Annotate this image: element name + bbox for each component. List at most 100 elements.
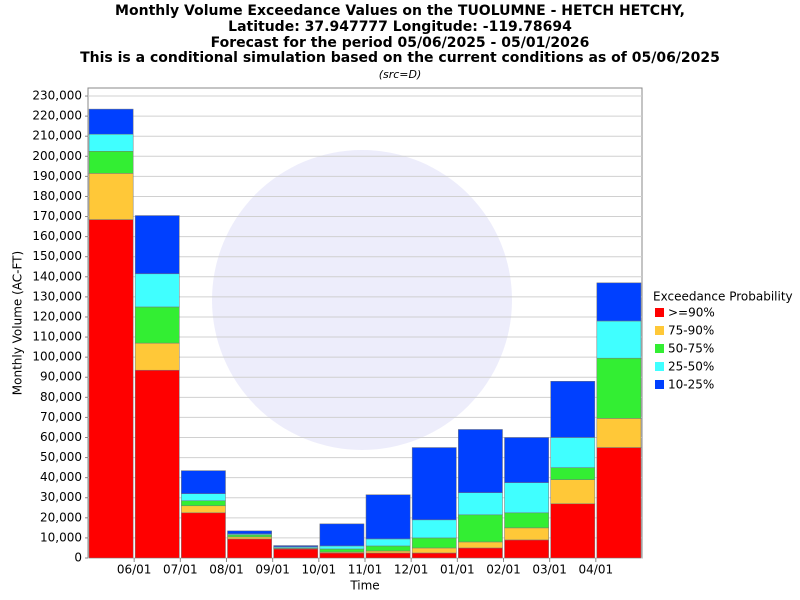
bar-segment xyxy=(504,512,549,529)
y-tick-label: 70,000 xyxy=(40,410,82,424)
bar-segment xyxy=(273,548,319,559)
bar-segment xyxy=(227,536,272,540)
y-tick-label: 180,000 xyxy=(32,189,82,203)
bar-segment xyxy=(411,447,457,521)
legend-swatch xyxy=(655,326,664,335)
bar-segment xyxy=(365,550,411,554)
x-tick-label: 12/01 xyxy=(394,563,429,577)
bar-segment xyxy=(550,437,596,468)
bar-segment xyxy=(365,545,411,552)
bar-segment xyxy=(319,548,365,553)
bar-segment xyxy=(227,534,272,538)
bar-segment xyxy=(319,545,365,550)
bar-segment xyxy=(181,505,226,514)
x-tick-label: 10/01 xyxy=(302,563,337,577)
x-tick-label: 07/01 xyxy=(163,563,198,577)
bar-segment xyxy=(181,470,226,494)
bar-segment xyxy=(596,282,642,322)
bar-segment xyxy=(596,320,642,359)
bar-segment xyxy=(227,538,272,559)
bar-segment xyxy=(458,514,503,543)
legend-swatch xyxy=(655,308,664,317)
watermark xyxy=(212,150,512,450)
bar-segment xyxy=(88,173,134,220)
legend-label: 25-50% xyxy=(668,360,714,374)
bar-segment xyxy=(550,479,596,505)
bar-segment xyxy=(88,133,134,152)
bar-segment xyxy=(319,523,365,547)
y-tick-label: 220,000 xyxy=(32,109,82,123)
legend-swatch xyxy=(655,344,664,353)
bar-segment xyxy=(365,538,411,547)
bar-segment xyxy=(596,418,642,448)
y-tick-label: 30,000 xyxy=(40,490,82,504)
bar-segment xyxy=(134,273,180,308)
y-tick-label: 90,000 xyxy=(40,370,82,384)
y-tick-label: 210,000 xyxy=(32,129,82,143)
x-tick-label: 02/01 xyxy=(486,563,521,577)
bar-segment xyxy=(181,493,226,502)
bar-segment xyxy=(504,437,549,483)
chart-subtitle: (src=D) xyxy=(379,68,422,81)
y-tick-label: 200,000 xyxy=(32,149,82,163)
legend-label: >=90% xyxy=(668,306,715,320)
bar-segment xyxy=(88,219,134,559)
y-tick-label: 190,000 xyxy=(32,169,82,183)
chart-title: Forecast for the period 05/06/2025 - 05/… xyxy=(211,35,590,51)
chart-title: This is a conditional simulation based o… xyxy=(80,50,720,66)
bar-segment xyxy=(458,492,503,516)
bar-segment xyxy=(273,545,319,548)
y-axis-label: Monthly Volume (AC-FT) xyxy=(11,251,25,395)
y-tick-label: 170,000 xyxy=(32,209,82,223)
y-tick-label: 10,000 xyxy=(40,530,82,544)
bar-segment xyxy=(134,369,180,559)
y-tick-label: 140,000 xyxy=(32,269,82,283)
x-tick-label: 06/01 xyxy=(117,563,152,577)
bar-segment xyxy=(550,467,596,480)
y-tick-label: 130,000 xyxy=(32,289,82,303)
chart-title: Latitude: 37.947777 Longitude: -119.7869… xyxy=(228,19,572,35)
bar-segment xyxy=(134,215,180,275)
x-axis-label: Time xyxy=(349,579,379,593)
x-tick-label: 09/01 xyxy=(255,563,290,577)
bar-segment xyxy=(411,519,457,539)
bar-segment xyxy=(550,380,596,438)
bar-segment xyxy=(134,306,180,344)
bar-segment xyxy=(596,447,642,559)
bar-segment xyxy=(504,482,549,514)
bar-segment xyxy=(319,552,365,559)
y-tick-label: 160,000 xyxy=(32,229,82,243)
bar-segment xyxy=(458,541,503,549)
bar-segment xyxy=(504,539,549,559)
bar-segment xyxy=(88,151,134,174)
x-tick-label: 01/01 xyxy=(440,563,475,577)
x-tick-label: 11/01 xyxy=(348,563,383,577)
x-tick-label: 08/01 xyxy=(209,563,244,577)
y-tick-label: 60,000 xyxy=(40,430,82,444)
y-tick-label: 80,000 xyxy=(40,390,82,404)
bar-segment xyxy=(181,512,226,559)
bar-segment xyxy=(458,547,503,559)
legend-swatch xyxy=(655,380,664,389)
y-tick-label: 110,000 xyxy=(32,330,82,344)
legend-title: Exceedance Probability xyxy=(653,290,793,304)
y-tick-label: 20,000 xyxy=(40,510,82,524)
bar-segment xyxy=(458,429,503,493)
bar-segment xyxy=(365,552,411,559)
bar-segment xyxy=(227,530,272,535)
bar-segment xyxy=(134,342,180,371)
bar-segment xyxy=(504,527,549,541)
legend-label: 75-90% xyxy=(668,324,714,338)
y-tick-label: 0 xyxy=(74,551,82,565)
legend-swatch xyxy=(655,362,664,371)
bar-segment xyxy=(411,552,457,559)
x-tick-label: 04/01 xyxy=(579,563,614,577)
x-tick-label: 03/01 xyxy=(532,563,567,577)
bar-segment xyxy=(181,500,226,507)
y-tick-label: 230,000 xyxy=(32,89,82,103)
y-tick-label: 150,000 xyxy=(32,249,82,263)
y-tick-label: 100,000 xyxy=(32,350,82,364)
bar-segment xyxy=(411,547,457,554)
bar-segment xyxy=(411,537,457,549)
